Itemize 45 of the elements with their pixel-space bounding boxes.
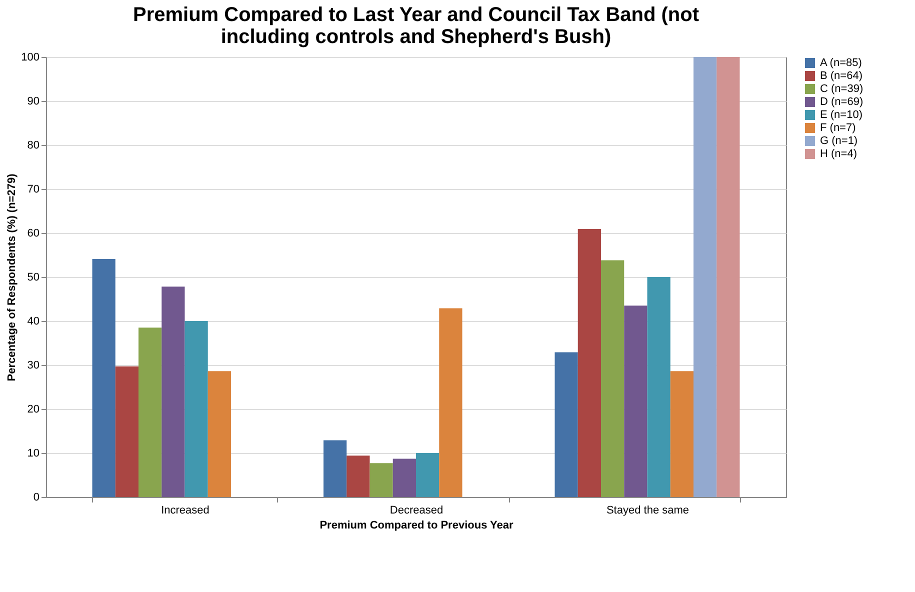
- bar: [208, 371, 231, 497]
- y-tick-label: 10: [27, 448, 40, 460]
- x-tick-label: Increased: [161, 504, 210, 516]
- y-axis-title: Percentage of Respondents (%) (n=279): [6, 173, 18, 382]
- bar: [162, 286, 185, 497]
- bar: [138, 328, 162, 497]
- y-tick-label: 50: [27, 272, 40, 284]
- legend-label: D (n=69): [820, 96, 864, 108]
- y-tick-label: 40: [27, 316, 40, 328]
- legend-label: A (n=85): [820, 57, 862, 69]
- bar: [115, 366, 138, 497]
- y-tick-label: 20: [27, 404, 40, 416]
- legend-label: G (n=1): [820, 135, 858, 147]
- bar: [670, 371, 694, 497]
- bar: [92, 258, 116, 497]
- legend-label: B (n=64): [820, 70, 862, 82]
- bar: [578, 229, 601, 497]
- bar: [324, 440, 347, 497]
- chart-title: Premium Compared to Last Year and Council Tax Band (not including controls and Shepherd's Bush): [132, 4, 700, 48]
- bar: [601, 260, 624, 497]
- legend-label: E (n=10): [820, 109, 862, 121]
- bar: [624, 306, 648, 497]
- x-axis-title: Premium Compared to Previous Year: [320, 520, 514, 532]
- bar: [416, 453, 440, 497]
- legend-label: H (n=4): [820, 148, 857, 160]
- x-tick-label: Decreased: [390, 504, 444, 516]
- bar: [554, 352, 578, 497]
- x-tick-label: Stayed the same: [606, 504, 690, 516]
- y-tick-label: 90: [27, 96, 40, 108]
- y-tick-label: 60: [27, 228, 40, 240]
- legend-label: F (n=7): [820, 122, 856, 134]
- bar: [346, 456, 370, 497]
- bar: [694, 57, 717, 497]
- y-tick-label: 30: [27, 360, 40, 372]
- legend-label: C (n=39): [820, 83, 864, 95]
- y-tick-label: 80: [27, 140, 40, 152]
- bar: [439, 308, 462, 497]
- bar: [392, 458, 416, 497]
- bar: [184, 321, 208, 497]
- bar: [716, 57, 740, 497]
- y-tick-label: 70: [27, 184, 40, 196]
- y-tick-label: 0: [33, 492, 40, 504]
- y-tick-label: 100: [21, 52, 40, 64]
- bar: [370, 463, 393, 497]
- bar: [647, 277, 670, 497]
